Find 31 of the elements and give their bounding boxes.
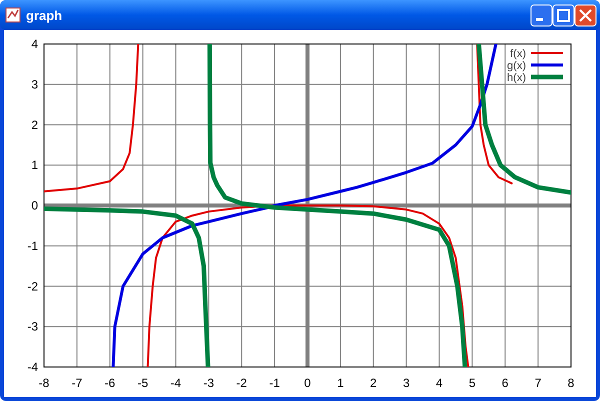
x-tick-label: -5 — [137, 376, 148, 390]
x-tick-label: 4 — [436, 376, 443, 390]
x-tick-label: -2 — [236, 376, 248, 390]
x-tick-label: 2 — [370, 376, 378, 390]
y-tick-label: 1 — [31, 158, 38, 172]
x-tick-label: -3 — [203, 376, 214, 390]
x-tick-label: 6 — [502, 376, 509, 390]
x-tick-label: 0 — [304, 376, 312, 390]
y-tick-label: -4 — [27, 360, 38, 374]
line-series — [112, 44, 498, 367]
x-tick-label: -7 — [72, 376, 83, 390]
y-tick-label: 2 — [31, 118, 38, 132]
y-tick-label: -1 — [27, 238, 38, 253]
x-tick-label: -4 — [170, 376, 182, 390]
x-tick-label: 5 — [468, 376, 476, 390]
legend-label: h(x) — [507, 72, 526, 84]
y-tick-label: 3 — [31, 77, 38, 92]
x-tick-label: -8 — [38, 376, 50, 390]
y-tick-label: 4 — [31, 37, 38, 51]
x-tick-label: 3 — [402, 376, 410, 390]
x-tick-label: 7 — [534, 376, 542, 390]
y-tick-label: -3 — [27, 320, 38, 334]
x-tick-label: -1 — [269, 376, 280, 390]
x-tick-label: -6 — [104, 376, 116, 390]
legend-label: f(x) — [510, 48, 526, 60]
legend-label: g(x) — [507, 60, 526, 72]
chart-title: graph — [26, 8, 62, 23]
y-tick-label: -2 — [27, 279, 38, 294]
x-tick-label: 8 — [568, 376, 575, 390]
x-tick-label: 1 — [337, 376, 344, 390]
y-tick-label: 0 — [31, 198, 38, 212]
